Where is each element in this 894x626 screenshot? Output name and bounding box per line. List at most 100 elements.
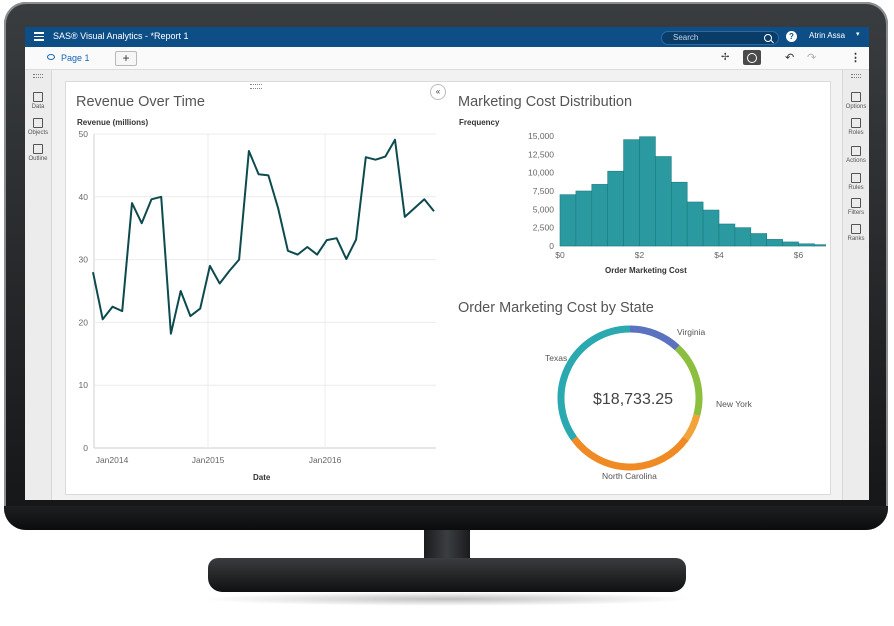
histogram-bar bbox=[655, 156, 672, 247]
slice-label-texas: Texas bbox=[545, 353, 568, 363]
search-input[interactable]: Search bbox=[661, 31, 779, 45]
more-options-icon[interactable]: ⋮ bbox=[850, 52, 861, 64]
rail-item-label: Actions bbox=[846, 158, 866, 164]
y-tick-label: 2,500 bbox=[533, 223, 555, 233]
y-tick-label: 10 bbox=[79, 380, 89, 390]
rail-item-filters[interactable]: Filters bbox=[843, 198, 869, 216]
rail-item-label: Rules bbox=[848, 185, 864, 191]
add-page-button[interactable]: + bbox=[115, 51, 137, 66]
histogram-bar bbox=[671, 181, 688, 247]
rail-item-roles[interactable]: Roles bbox=[843, 118, 869, 136]
donut-slice bbox=[674, 345, 703, 417]
donut-slice bbox=[557, 325, 631, 441]
database-icon bbox=[33, 92, 43, 102]
rail-item-options[interactable]: Options bbox=[843, 92, 869, 110]
y-tick-label: 20 bbox=[79, 317, 89, 327]
revenue-series-line bbox=[92, 138, 435, 335]
line-chart[interactable]: 0 10 20 30 40 50 Jan2014 Jan2015 Jan2016 bbox=[66, 128, 442, 468]
monitor-stand bbox=[208, 558, 686, 592]
x-tick-label: $2 bbox=[635, 250, 645, 260]
y-tick-label: 5,000 bbox=[533, 204, 555, 214]
donut-chart[interactable] bbox=[540, 318, 720, 478]
antenna-icon[interactable]: ✢ bbox=[721, 52, 730, 63]
y-tick-label: 30 bbox=[79, 255, 89, 265]
donut-title: Order Marketing Cost by State bbox=[458, 300, 654, 316]
app-title: SAS® Visual Analytics - *Report 1 bbox=[53, 31, 189, 41]
donut-slice bbox=[682, 414, 701, 441]
histogram-bar bbox=[623, 139, 640, 247]
donut-slice bbox=[629, 325, 680, 351]
rail-item-ranks[interactable]: Ranks bbox=[843, 224, 869, 242]
stand-shadow bbox=[200, 592, 694, 606]
monitor-chin bbox=[4, 506, 888, 530]
toolbar: Page 1 + ✢ ↶ ↷ ⋮ bbox=[25, 47, 869, 70]
refresh-icon bbox=[747, 53, 757, 63]
slice-label-new-york: New York bbox=[716, 399, 752, 409]
donut-center-value: $18,733.25 bbox=[593, 391, 674, 408]
auto-refresh-button[interactable] bbox=[743, 50, 761, 65]
line-chart-xlabel: Date bbox=[253, 473, 271, 482]
histogram-bar bbox=[702, 209, 720, 247]
histogram-bar bbox=[718, 223, 736, 247]
x-tick-label: $0 bbox=[555, 250, 565, 260]
rail-item-actions[interactable]: Actions bbox=[843, 146, 869, 164]
right-pane: Options Roles Actions Rules Filters Rank… bbox=[842, 70, 869, 500]
histogram-chart[interactable]: 0 2,500 5,000 7,500 10,000 12,500 15,000 $0 $2 $4… bbox=[446, 128, 826, 268]
rail-item-data[interactable]: Data bbox=[25, 92, 51, 110]
histogram-bar bbox=[607, 170, 624, 247]
line-chart-title: Revenue Over Time bbox=[76, 94, 205, 110]
tab-page-1[interactable]: Page 1 bbox=[61, 53, 90, 63]
y-tick-label: 7,500 bbox=[533, 186, 555, 196]
help-icon[interactable]: ? bbox=[786, 31, 797, 42]
y-tick-label: 40 bbox=[79, 192, 89, 202]
y-tick-label: 12,500 bbox=[528, 149, 554, 159]
eye-icon bbox=[47, 54, 55, 60]
donut-slice bbox=[571, 436, 689, 471]
ranks-icon bbox=[851, 224, 861, 234]
canvas-grip[interactable] bbox=[250, 84, 262, 89]
y-tick-label: 0 bbox=[83, 443, 88, 453]
line-chart-ylabel: Revenue (millions) bbox=[77, 118, 149, 127]
search-placeholder: Search bbox=[673, 33, 699, 42]
histogram-bar bbox=[782, 241, 799, 247]
x-tick-label: $4 bbox=[714, 250, 724, 260]
hamburger-menu-icon[interactable] bbox=[34, 32, 44, 41]
histogram-bar bbox=[766, 239, 783, 247]
report-canvas: « Revenue Over Time Revenue (millions) 0… bbox=[65, 81, 831, 495]
rail-item-label: Objects bbox=[27, 130, 49, 136]
chevron-down-icon[interactable]: ▾ bbox=[856, 31, 860, 38]
rail-item-objects[interactable]: Objects bbox=[25, 118, 51, 136]
rail-item-label: Options bbox=[845, 104, 867, 110]
left-pane: Data Objects Outline bbox=[25, 70, 52, 500]
outline-icon bbox=[33, 144, 43, 154]
x-tick-label: Jan2015 bbox=[192, 455, 225, 465]
rail-item-rules[interactable]: Rules bbox=[843, 173, 869, 191]
search-icon[interactable] bbox=[764, 34, 772, 42]
rail-item-label: Data bbox=[31, 104, 45, 110]
slice-label-virginia: Virginia bbox=[677, 327, 706, 337]
undo-icon[interactable]: ↶ bbox=[785, 52, 795, 64]
rail-item-label: Filters bbox=[847, 210, 865, 216]
histogram-bar bbox=[814, 244, 826, 247]
redo-icon[interactable]: ↷ bbox=[807, 52, 817, 64]
x-tick-label: $6 bbox=[794, 250, 804, 260]
histogram-bar bbox=[639, 136, 656, 247]
collapse-icon[interactable]: « bbox=[430, 84, 446, 100]
y-tick-label: 50 bbox=[79, 129, 89, 139]
roles-icon bbox=[851, 118, 861, 128]
histogram-bar bbox=[575, 190, 593, 247]
title-bar: SAS® Visual Analytics - *Report 1 Search… bbox=[25, 27, 869, 47]
pane-grip[interactable] bbox=[851, 74, 861, 78]
rail-item-label: Ranks bbox=[847, 236, 865, 242]
histogram-title: Marketing Cost Distribution bbox=[458, 94, 633, 110]
x-tick-label: Jan2014 bbox=[96, 455, 129, 465]
rail-item-outline[interactable]: Outline bbox=[25, 144, 51, 162]
rules-icon bbox=[851, 173, 861, 183]
pane-grip[interactable] bbox=[33, 74, 43, 78]
histogram-bar bbox=[750, 233, 767, 247]
screen: SAS® Visual Analytics - *Report 1 Search… bbox=[25, 27, 869, 500]
histogram-ylabel: Frequency bbox=[459, 118, 500, 127]
y-tick-label: 0 bbox=[549, 241, 554, 251]
histogram-bar bbox=[798, 243, 815, 247]
user-menu[interactable]: Atrin Assa bbox=[809, 31, 846, 40]
